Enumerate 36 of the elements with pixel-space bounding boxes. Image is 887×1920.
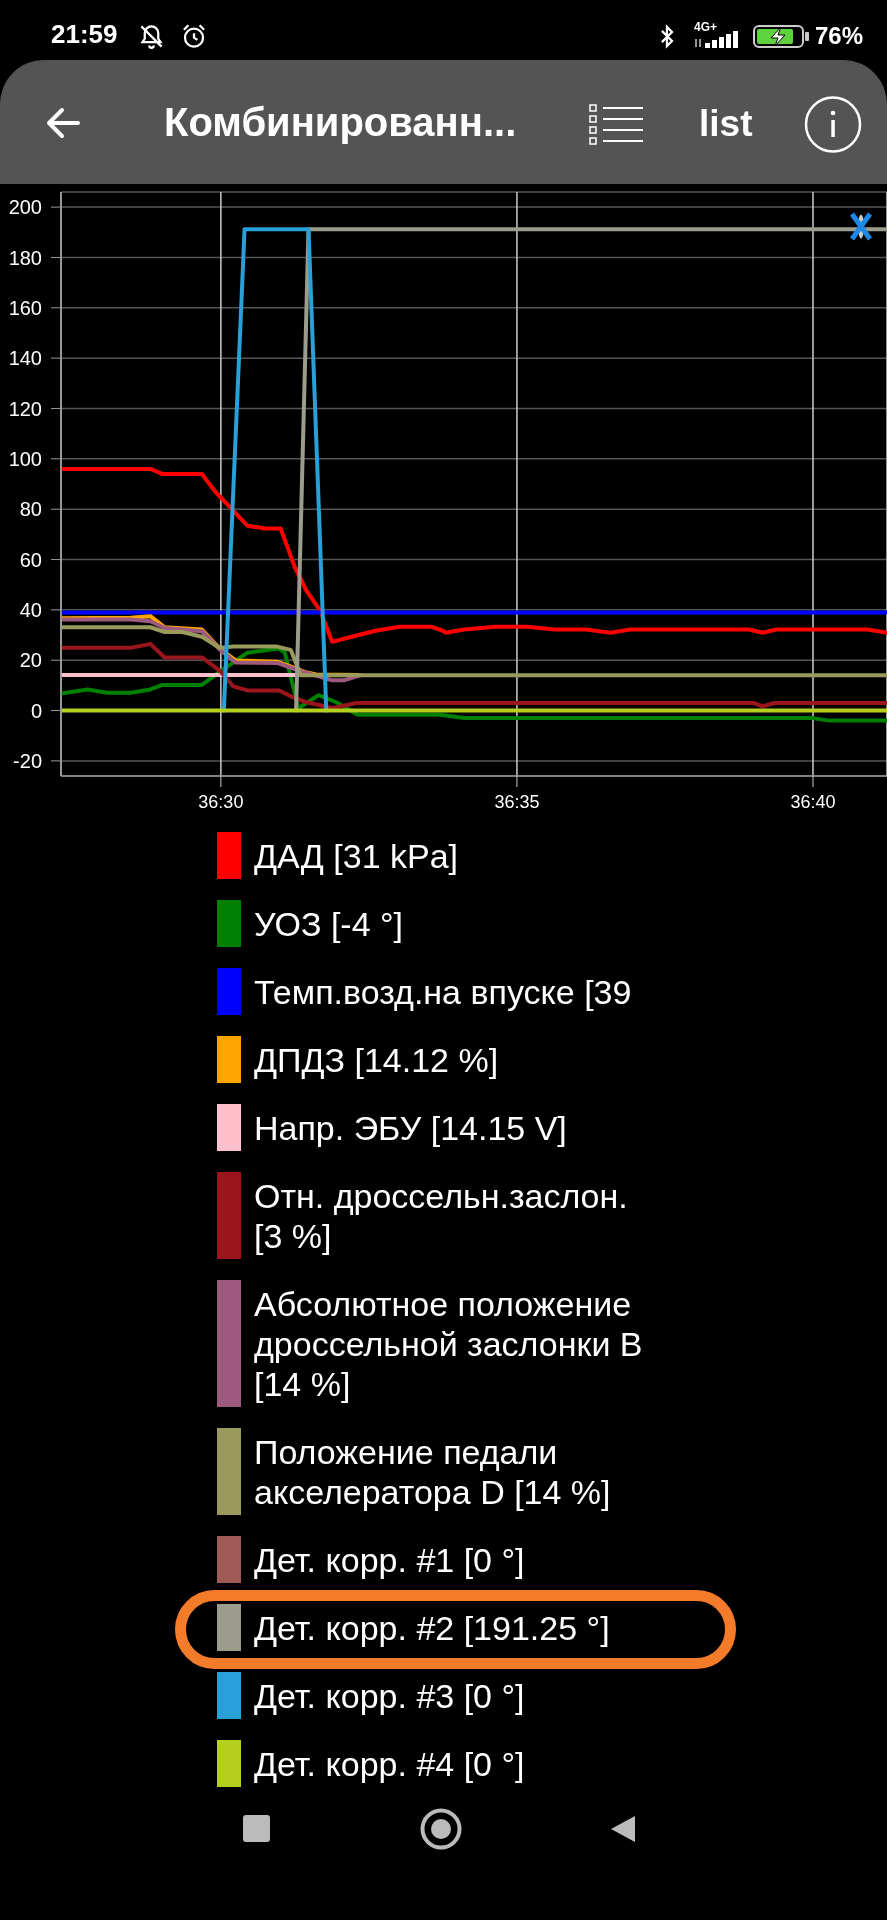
- legend-label: ДАД [31 kPa]: [254, 836, 459, 875]
- y-tick-label: 20: [19, 649, 42, 672]
- y-tick-label: 160: [8, 296, 42, 319]
- y-tick-label: 180: [8, 246, 42, 269]
- line-series: [61, 641, 887, 711]
- legend-label: Темп.возд.на впуске [39: [254, 972, 632, 1011]
- legend-label: Абсолютное положение дроссельной заслонки B [14 %]: [254, 1284, 643, 1403]
- legend-label: Дет. корр. #3 [0 °]: [254, 1676, 525, 1715]
- x-tick-label: 36:30: [198, 791, 244, 812]
- y-tick-label: 0: [30, 699, 42, 722]
- legend-label: ДПДЗ [14.12 %]: [254, 1040, 499, 1079]
- line-series: [61, 646, 887, 723]
- x-tick-label: 36:35: [494, 791, 540, 812]
- text: 76%: [815, 22, 864, 49]
- x-tick-label: 36:40: [790, 791, 836, 812]
- line-series: [61, 625, 887, 678]
- y-tick-label: 120: [8, 397, 42, 420]
- text: list: [699, 103, 753, 144]
- y-tick-label: 100: [8, 447, 42, 470]
- y-tick-label: 140: [8, 347, 42, 370]
- legend-label: Дет. корр. #4 [0 °]: [254, 1744, 525, 1783]
- line-series: [61, 466, 887, 644]
- legend-label: УОЗ [-4 °]: [254, 904, 404, 943]
- legend-label: Положение педали акселератора D [14 %]: [254, 1432, 611, 1511]
- y-tick-label: -20: [13, 750, 42, 772]
- legend-label: Дет. корр. #2 [191.25 °]: [254, 1608, 610, 1647]
- y-tick-label: 40: [19, 598, 42, 621]
- legend-label: Дет. корр. #1 [0 °]: [254, 1540, 525, 1579]
- y-tick-label: 200: [8, 196, 42, 219]
- legend-label: Отн. дроссельн.заслон. [3 %]: [254, 1176, 628, 1255]
- legend-label: Напр. ЭБУ [14.15 V]: [254, 1108, 567, 1147]
- y-tick-label: 80: [19, 498, 42, 521]
- chart-title: Комбинированн...: [164, 100, 517, 144]
- text: 21:59: [51, 19, 118, 49]
- text: 4G+: [694, 20, 718, 34]
- y-tick-label: 60: [19, 548, 42, 571]
